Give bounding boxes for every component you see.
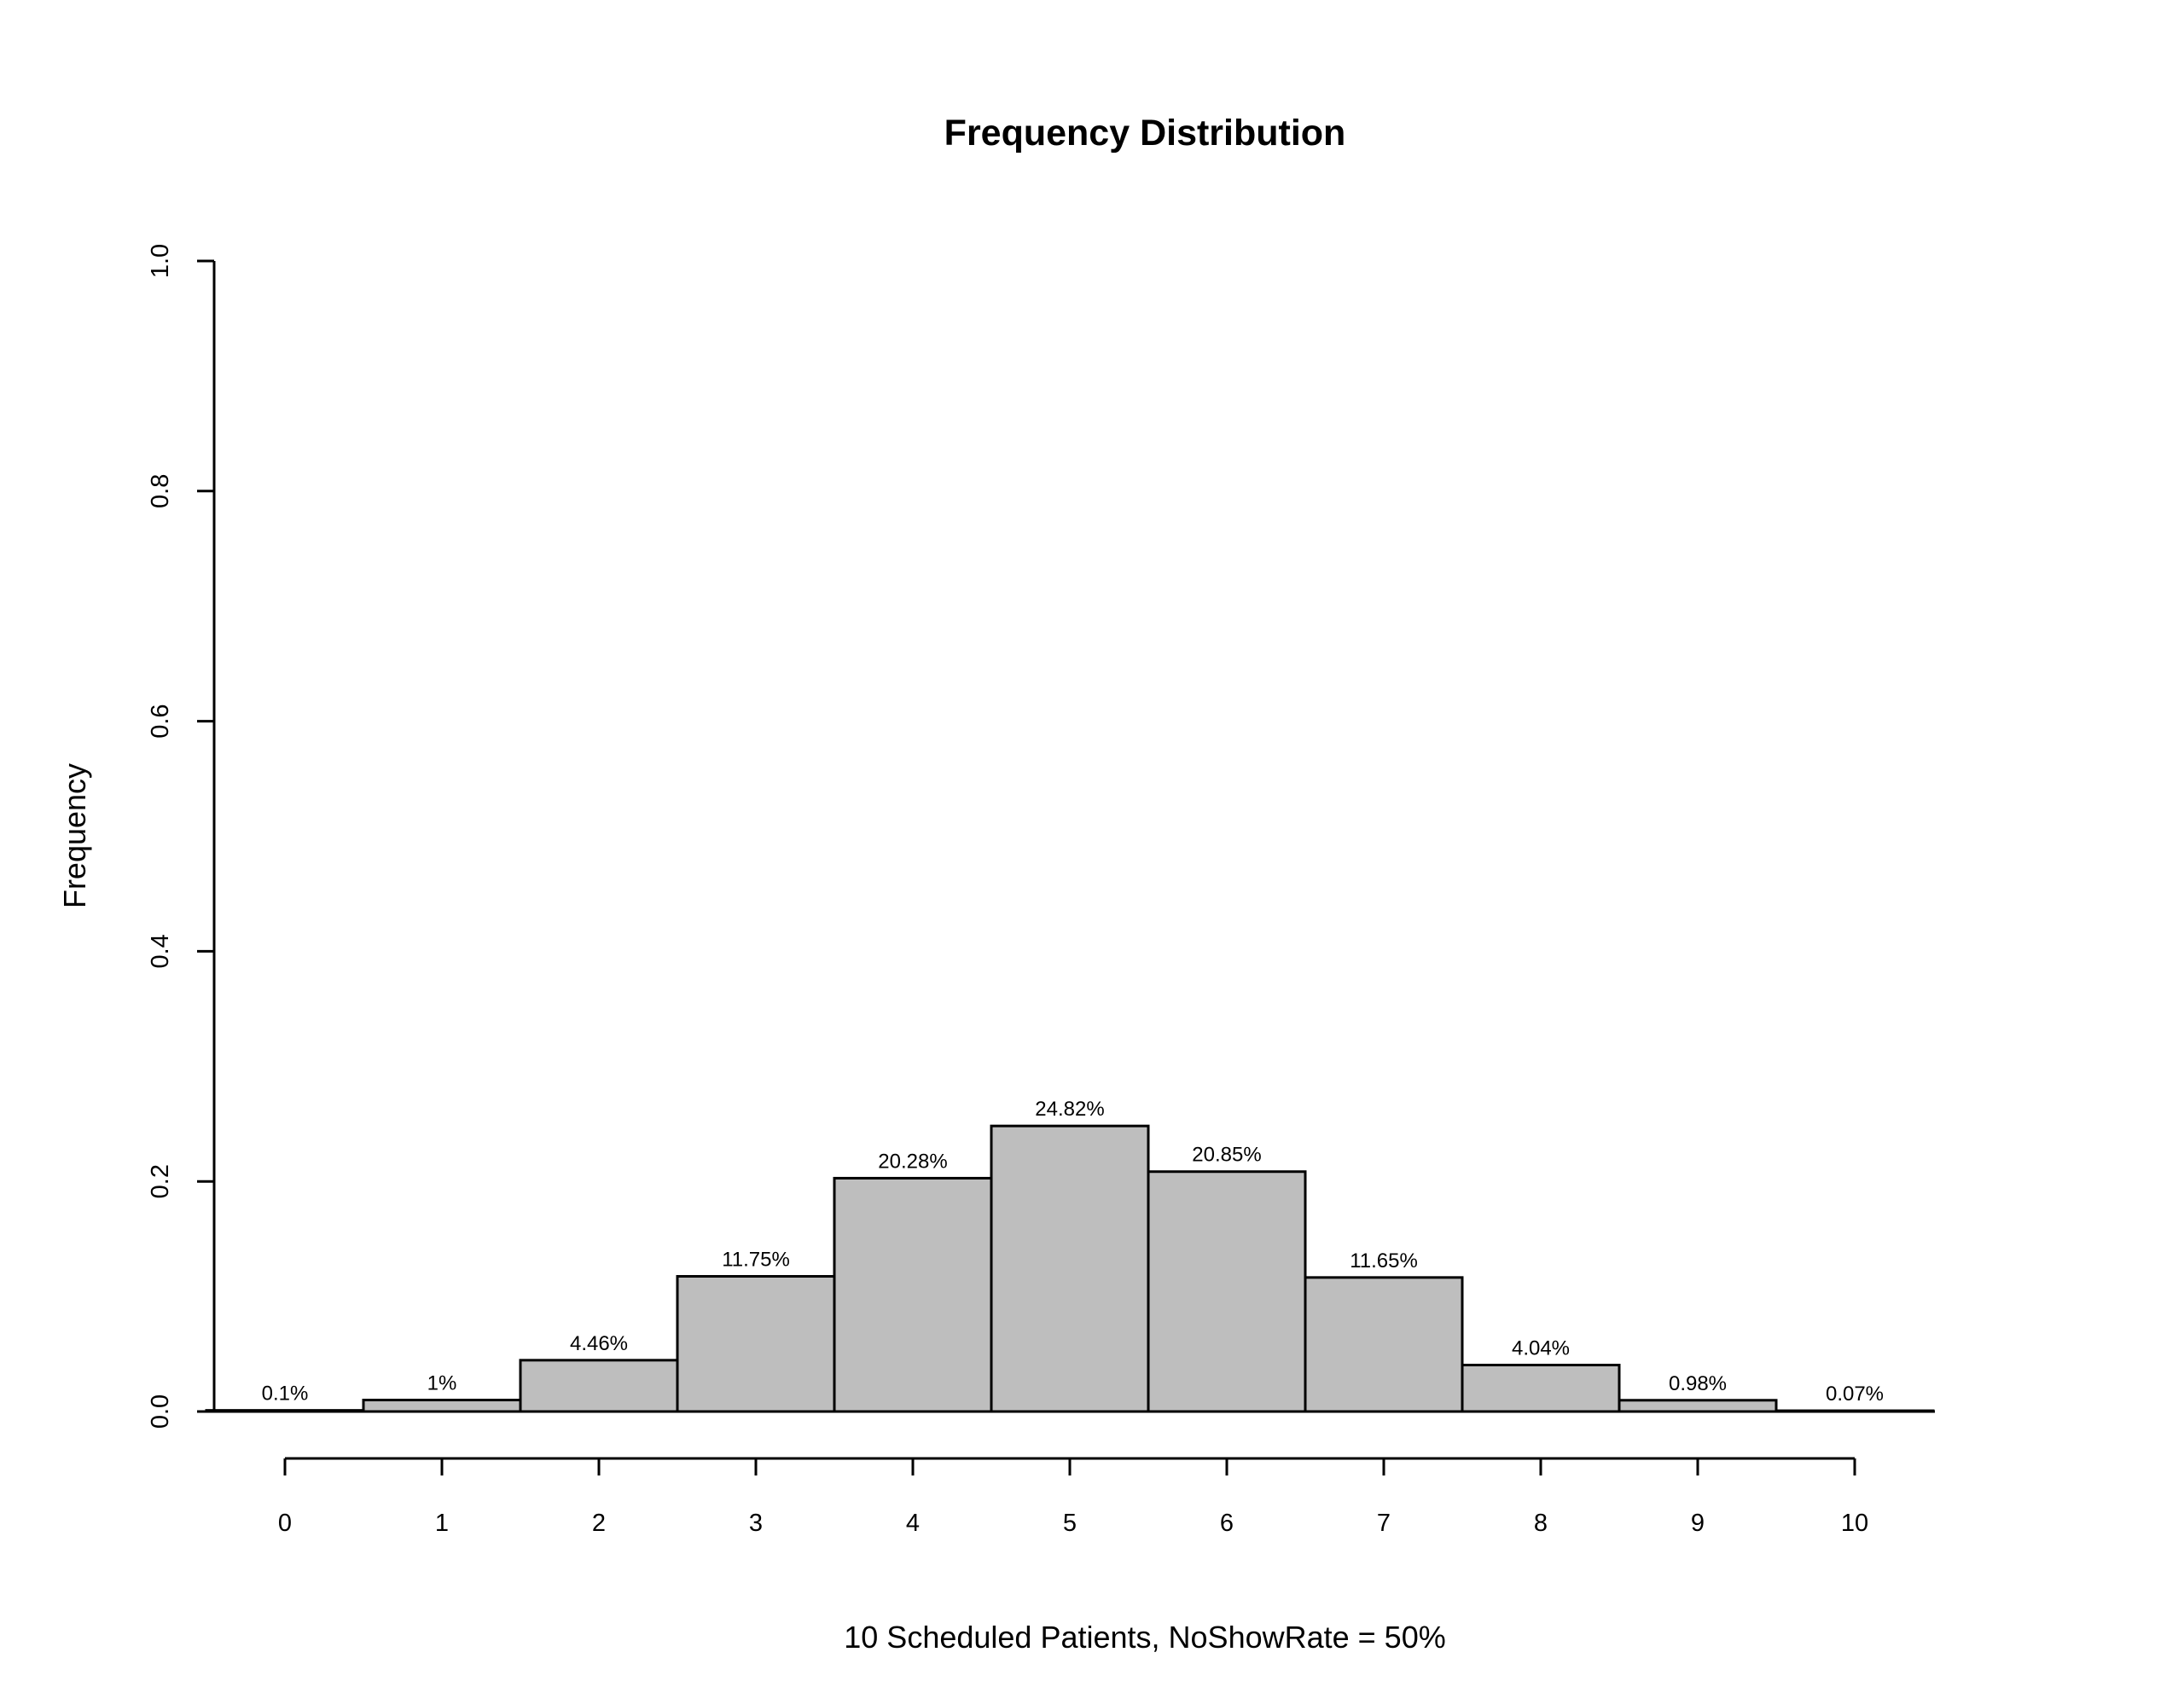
x-tick-label-10: 10: [1841, 1510, 1868, 1537]
bar-labels-group: 0.1% 1% 4.46% 11.75% 20.28% 24.82% 20.85% 11.65…: [262, 1098, 1884, 1406]
bar-9: [1618, 1399, 1778, 1413]
x-axis-label: 10 Scheduled Patients, NoShowRate = 50%: [844, 1620, 1445, 1655]
x-tick-label-1: 1: [435, 1510, 449, 1537]
x-tick-label-2: 2: [592, 1510, 606, 1537]
y-tick-label-0.2: 0.2: [147, 1164, 174, 1198]
y-axis-label: Frequency: [57, 763, 92, 908]
x-axis: 0 1 2 3 4 5 6 7 8 9 10: [278, 1457, 1868, 1537]
bar-label-7: 11.65%: [1350, 1249, 1418, 1272]
bar-label-6: 20.85%: [1192, 1144, 1261, 1167]
bar-6: [1147, 1170, 1307, 1413]
bar-label-0: 0.1%: [262, 1383, 309, 1406]
x-tick-label-8: 8: [1534, 1510, 1548, 1537]
bars-group: [205, 1124, 1935, 1413]
y-tick-label-0.8: 0.8: [147, 474, 174, 508]
x-tick-label-3: 3: [749, 1510, 763, 1537]
x-tick-label-6: 6: [1220, 1510, 1234, 1537]
y-tick-label-0.4: 0.4: [147, 934, 174, 968]
bar-2: [519, 1359, 679, 1413]
y-tick-label-0.6: 0.6: [147, 704, 174, 738]
x-tick-label-4: 4: [906, 1510, 920, 1537]
bar-label-5: 24.82%: [1035, 1098, 1104, 1121]
bar-7: [1304, 1276, 1464, 1413]
bar-label-3: 11.75%: [722, 1248, 790, 1271]
y-tick-label-1.0: 1.0: [147, 244, 174, 278]
bar-3: [676, 1274, 836, 1413]
x-tick-label-5: 5: [1063, 1510, 1077, 1537]
bar-label-8: 4.04%: [1512, 1337, 1570, 1360]
bar-label-4: 20.28%: [878, 1150, 947, 1173]
bar-label-1: 1%: [427, 1372, 457, 1395]
y-axis: 0.0 0.2 0.4 0.6 0.8 1.0: [147, 244, 216, 1429]
x-tick-label-9: 9: [1691, 1510, 1705, 1537]
bar-label-10: 0.07%: [1826, 1383, 1884, 1406]
x-tick-label-7: 7: [1377, 1510, 1391, 1537]
chart-title: Frequency Distribution: [944, 113, 1346, 154]
bar-1: [362, 1399, 522, 1413]
bar-8: [1461, 1364, 1621, 1413]
bar-4: [833, 1176, 993, 1413]
bar-label-9: 0.98%: [1669, 1372, 1727, 1395]
bar-5: [990, 1124, 1150, 1413]
y-tick-label-0.0: 0.0: [147, 1394, 174, 1429]
x-tick-label-0: 0: [278, 1510, 292, 1537]
bar-label-2: 4.46%: [570, 1332, 628, 1355]
